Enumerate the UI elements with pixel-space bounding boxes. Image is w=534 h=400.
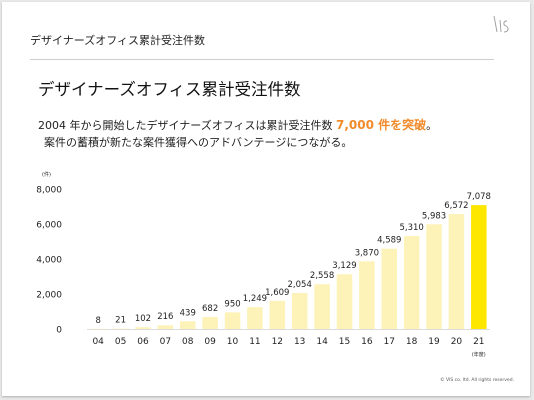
x-tick-label: 17	[384, 337, 395, 347]
bar-value-label: 4,589	[377, 236, 401, 246]
bar	[291, 293, 308, 329]
bar-value-label: 2,054	[288, 280, 312, 290]
bar-value-label: 102	[135, 314, 151, 324]
logo-mark-icon	[493, 15, 509, 33]
header-divider	[30, 59, 494, 60]
y-tick-label: 2,000	[36, 291, 62, 301]
bar-value-label: 5,310	[399, 223, 423, 233]
bar-value-label: 216	[157, 312, 173, 322]
header-title: デザイナーズオフィス累計受注件数	[30, 34, 206, 47]
slide: デザイナーズオフィス累計受注件数 デザイナーズオフィス累計受注件数 2004 年…	[2, 2, 530, 396]
x-tick-label: 15	[339, 337, 350, 347]
bar	[359, 261, 375, 329]
y-tick-label: 8,000	[36, 186, 62, 196]
x-tick-label: 09	[204, 337, 216, 347]
main-heading: デザイナーズオフィス累計受注件数	[38, 80, 301, 99]
bar	[180, 321, 196, 329]
bar-value-label: 682	[202, 304, 218, 314]
copyright: © VIS co. ltd. All rights reserved.	[440, 378, 514, 383]
bar	[135, 327, 151, 329]
x-tick-label: 19	[428, 337, 440, 347]
bar-value-label: 5,983	[422, 211, 446, 221]
bar	[247, 307, 263, 329]
bar	[471, 205, 487, 329]
x-tick-label: 12	[272, 337, 283, 347]
x-tick-label: 20	[451, 337, 463, 347]
lead-text: 2004 年から開始したデザイナーズオフィスは累計受注件数 7,000 件を突破…	[38, 116, 437, 135]
x-unit-label: (年度)	[472, 351, 486, 358]
x-tick-label: 07	[160, 337, 171, 347]
x-tick-label: 14	[316, 337, 328, 347]
lead-text-line2: 案件の蓄積が新たな案件獲得へのアドバンテージにつながる。	[44, 136, 353, 149]
bar-value-label: 950	[224, 299, 240, 309]
bar	[426, 224, 442, 329]
lead-suffix: 。	[426, 119, 438, 132]
bar	[224, 312, 241, 329]
bar-value-label: 7,078	[467, 192, 491, 202]
bar-value-label: 21	[115, 316, 126, 326]
x-tick-label: 21	[473, 337, 484, 347]
bar	[403, 236, 420, 329]
lead-highlight: 7,000 件を突破	[336, 118, 427, 132]
x-tick-label: 05	[115, 337, 126, 347]
bar-value-label: 1,249	[243, 294, 267, 304]
cumulative-orders-bar-chart: (件) 0 2,000 4,000 6,000 8,000 8 04 21 05 102 06 216 0…	[36, 171, 491, 358]
bar	[314, 284, 330, 329]
bar-value-label: 3,870	[355, 248, 379, 258]
x-tick-label: 04	[92, 337, 104, 347]
x-tick-label: 11	[249, 337, 260, 347]
lead-prefix: 2004 年から開始したデザイナーズオフィスは累計受注件数	[38, 119, 336, 132]
bar	[336, 274, 353, 329]
y-unit-label: (件)	[42, 171, 51, 178]
bar	[202, 317, 218, 329]
bar	[269, 300, 286, 329]
x-tick-label: 08	[182, 337, 194, 347]
bar-value-label: 6,572	[444, 201, 468, 211]
y-tick-label: 4,000	[36, 256, 62, 266]
bar-value-label: 8	[95, 316, 100, 326]
bar-value-label: 439	[180, 308, 196, 318]
bar	[448, 213, 465, 329]
x-tick-label: 18	[406, 337, 418, 347]
bar-value-label: 2,558	[310, 271, 334, 281]
x-tick-label: 10	[227, 337, 239, 347]
y-tick-label: 0	[56, 326, 62, 336]
bar	[157, 325, 174, 329]
y-tick-label: 6,000	[36, 221, 62, 231]
x-tick-label: 16	[361, 337, 373, 347]
bar	[381, 248, 397, 329]
x-tick-label: 06	[137, 337, 149, 347]
x-tick-label: 13	[294, 337, 305, 347]
bar-value-label: 3,129	[332, 261, 356, 271]
bar-value-label: 1,609	[265, 288, 289, 298]
